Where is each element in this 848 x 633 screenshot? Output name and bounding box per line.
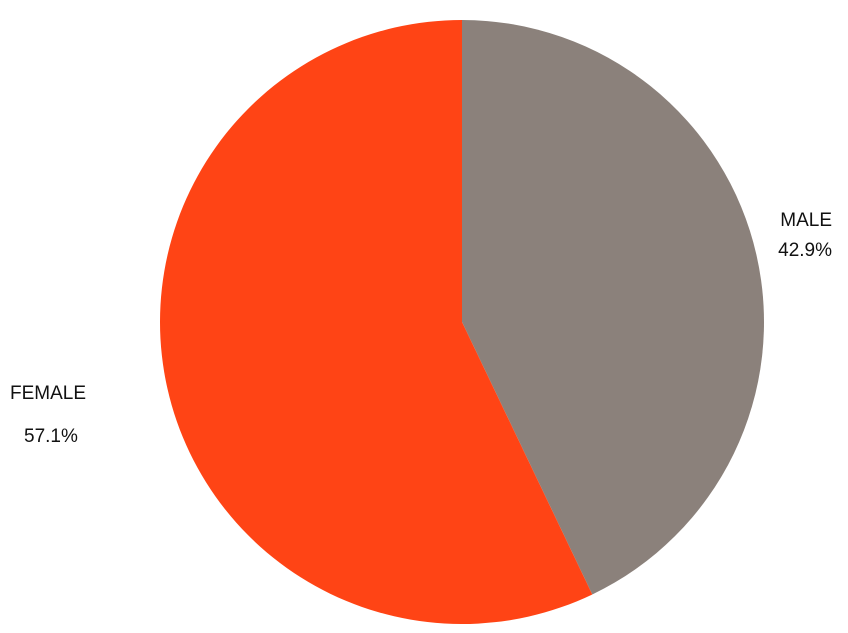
pie-slices <box>160 20 765 625</box>
pie-slice-male <box>462 20 765 595</box>
slice-value-label-male: 42.9% <box>778 240 832 261</box>
pie-slice-female <box>160 20 593 625</box>
slice-label-male: MALE <box>780 210 832 231</box>
slice-value-label-female: 57.1% <box>24 426 78 447</box>
slice-label-female: FEMALE <box>10 383 86 404</box>
